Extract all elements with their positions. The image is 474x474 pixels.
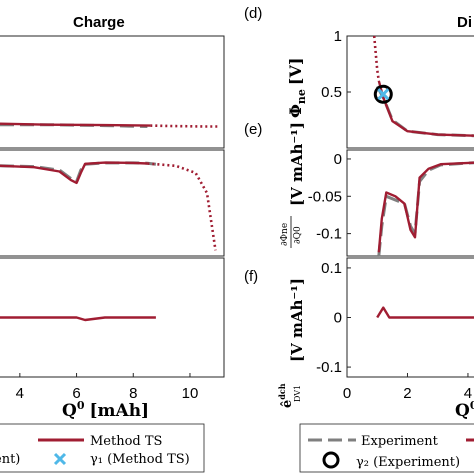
charge-top-axes	[0, 35, 225, 149]
svg-text:[V mAh⁻¹]: [V mAh⁻¹]	[288, 122, 306, 206]
gamma1-method-ts-marker	[377, 88, 390, 101]
y-tick-label-e: -0.1	[316, 226, 342, 243]
tick-labels: 4 6 8 100.510-0.05-0.10.10-0.10 2 4	[16, 28, 472, 402]
panel-letter-d: (d)	[244, 5, 262, 22]
x-tick-label-charge-bottom: 8	[129, 385, 137, 402]
series-charge-middle-method-ts-solid	[0, 161, 148, 185]
y-axis-label-e: ∂Φne ∂Q0 [V mAh⁻¹]	[280, 122, 306, 248]
series-e-experiment-dashed	[377, 161, 474, 257]
series-d-method-ts-solid	[377, 80, 474, 137]
x-axis-label-right: Q0	[455, 399, 474, 421]
panel-letter-f: (f)	[244, 268, 258, 285]
y-tick-label-f: 0.1	[321, 260, 342, 277]
panel-e-axes	[346, 149, 474, 257]
legend-gamma2-right: γ₂ (Experiment)	[356, 455, 460, 470]
y-tick-label-f: -0.1	[316, 359, 342, 376]
charge-title: Charge	[73, 14, 125, 31]
gamma2-experiment-marker	[373, 84, 393, 104]
charge-middle-axes	[0, 149, 225, 257]
svg-text:[V mAh⁻¹]: [V mAh⁻¹]	[288, 278, 306, 362]
x-axis-label-left: Q0 [mAh]	[62, 399, 149, 421]
legend-experiment-left-partial: ent)	[0, 452, 20, 467]
y-tick-label-d: 0.5	[321, 84, 342, 101]
x-tick-label-charge-bottom: 10	[182, 385, 199, 402]
legend-method-ts-left: Method TS	[90, 434, 162, 449]
y-axis-label-d: Φne[V]	[286, 58, 308, 119]
svg-text:Φne[V]: Φne[V]	[286, 58, 308, 119]
svg-text:êdch: êdch	[277, 383, 295, 408]
chart-lines	[0, 35, 474, 322]
svg-text:DV1: DV1	[293, 385, 302, 402]
series-charge-bottom-method-ts-solid	[0, 316, 156, 322]
y-tick-label-f: 0	[334, 310, 342, 327]
circle-marker-icon	[322, 451, 340, 469]
panel-letter-e: (e)	[244, 121, 262, 138]
series-d-method-ts-dotted	[372, 35, 381, 81]
legend-right: Experiment γ₂ (Experiment)	[299, 423, 474, 473]
series-charge-middle-method-ts-dotted	[147, 162, 217, 251]
x-tick-label-f: 4	[464, 385, 472, 402]
y-tick-label-e: -0.05	[308, 188, 342, 205]
legend-gamma1-left: γ₁ (Method TS)	[90, 452, 190, 467]
cross-marker-icon	[53, 452, 67, 466]
series-charge-top-method-ts-solid	[0, 122, 151, 127]
svg-text:∂Q0: ∂Q0	[293, 226, 303, 244]
chart-markers	[373, 84, 393, 104]
series-charge-top-method-ts-dotted	[150, 124, 219, 128]
x-tick-label-charge-bottom: 6	[72, 385, 80, 402]
series-f-method-ts-solid	[376, 306, 474, 319]
series-e-method-ts-solid	[377, 161, 474, 253]
y-axis-label-f: êdch DV1 [V mAh⁻¹]	[277, 278, 306, 408]
x-tick-label-f: 0	[343, 385, 351, 402]
x-tick-label-f: 2	[403, 385, 411, 402]
y-tick-label-e: 0	[334, 151, 342, 168]
charge-bottom-axes	[0, 257, 225, 378]
x-tick-label-charge-bottom: 4	[16, 385, 24, 402]
legend-experiment-right: Experiment	[361, 434, 439, 449]
y-tick-label-d: 1	[334, 28, 342, 45]
discharge-title: Di	[457, 14, 472, 31]
svg-text:∂Φne: ∂Φne	[280, 223, 290, 246]
legend-left: Method TS ent) γ₁ (Method TS)	[0, 423, 205, 473]
